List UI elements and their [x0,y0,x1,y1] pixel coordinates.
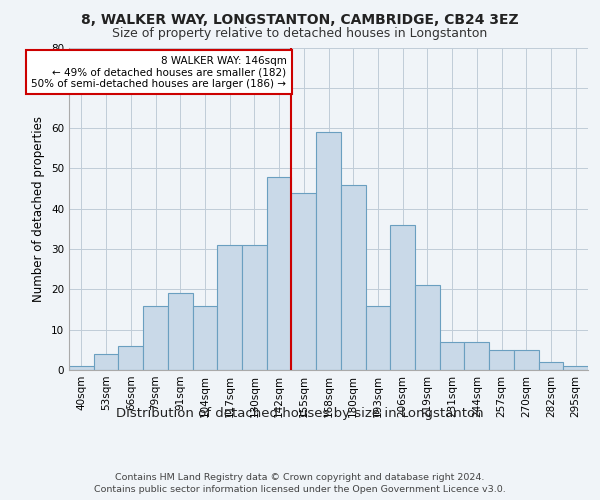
Y-axis label: Number of detached properties: Number of detached properties [32,116,46,302]
Bar [539,362,563,370]
Bar [168,294,193,370]
Text: 8, WALKER WAY, LONGSTANTON, CAMBRIDGE, CB24 3EZ: 8, WALKER WAY, LONGSTANTON, CAMBRIDGE, C… [81,12,519,26]
Bar [292,192,316,370]
Text: Distribution of detached houses by size in Longstanton: Distribution of detached houses by size … [116,408,484,420]
Bar [489,350,514,370]
Bar [341,184,365,370]
Bar [316,132,341,370]
Bar [217,245,242,370]
Bar [193,306,217,370]
Bar [267,176,292,370]
Bar [415,286,440,370]
Bar [242,245,267,370]
Bar [390,225,415,370]
Bar [365,306,390,370]
Bar [464,342,489,370]
Bar [514,350,539,370]
Bar [563,366,588,370]
Text: Size of property relative to detached houses in Longstanton: Size of property relative to detached ho… [112,28,488,40]
Text: 8 WALKER WAY: 146sqm
← 49% of detached houses are smaller (182)
50% of semi-deta: 8 WALKER WAY: 146sqm ← 49% of detached h… [31,56,286,89]
Bar [440,342,464,370]
Bar [118,346,143,370]
Bar [69,366,94,370]
Bar [143,306,168,370]
Bar [94,354,118,370]
Text: Contains HM Land Registry data © Crown copyright and database right 2024.
Contai: Contains HM Land Registry data © Crown c… [94,472,506,494]
